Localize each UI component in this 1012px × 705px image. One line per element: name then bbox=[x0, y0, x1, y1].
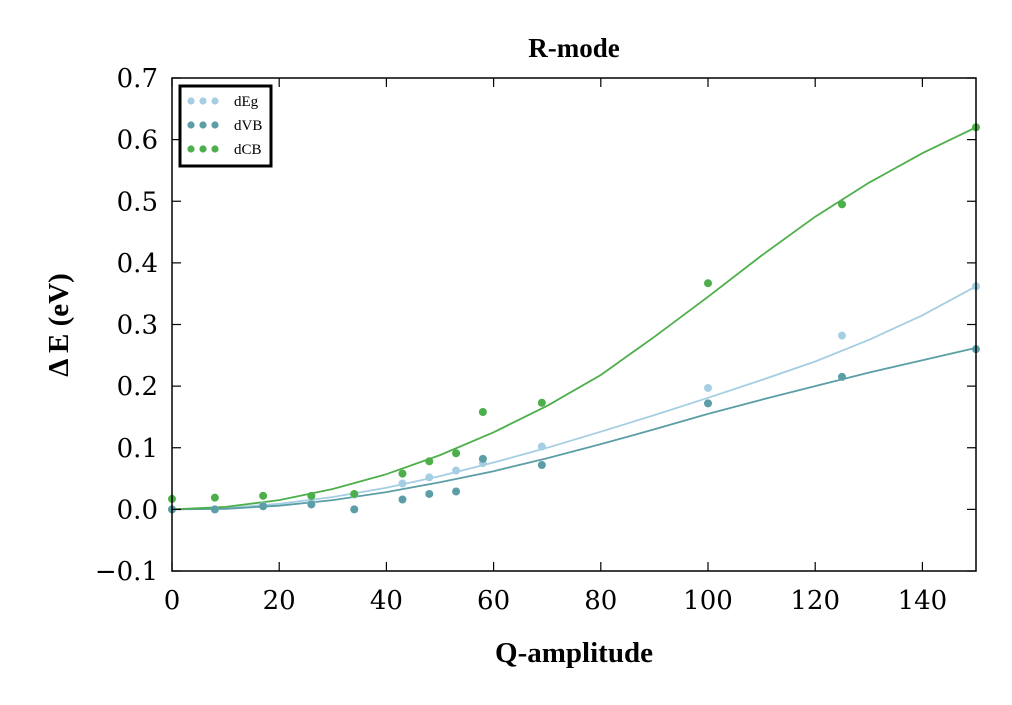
point-dVB bbox=[425, 489, 434, 498]
point-dCB bbox=[452, 449, 461, 458]
legend-box bbox=[178, 84, 273, 168]
data-points bbox=[168, 123, 980, 514]
point-dCB bbox=[350, 489, 359, 498]
point-dCB bbox=[259, 491, 268, 500]
point-dCB bbox=[478, 408, 487, 417]
point-dVB bbox=[452, 487, 461, 496]
point-dEg bbox=[452, 466, 461, 475]
x-tick-label: 20 bbox=[263, 586, 296, 616]
x-tick-label: 140 bbox=[898, 586, 948, 616]
legend-marker-dVB bbox=[211, 121, 219, 129]
point-dVB bbox=[259, 502, 268, 511]
fit-lines bbox=[171, 126, 977, 511]
legend-label-dCB: dCB bbox=[234, 142, 262, 158]
legend: dEg dVB dCB bbox=[178, 84, 273, 168]
x-tick-label: 0 bbox=[164, 586, 181, 616]
legend-marker-dCB bbox=[187, 145, 195, 153]
x-tick-label: 60 bbox=[477, 586, 510, 616]
legend-marker-dEg bbox=[211, 97, 219, 105]
legend-marker-dVB bbox=[187, 121, 195, 129]
point-dEg bbox=[398, 479, 407, 488]
point-dCB bbox=[398, 469, 407, 478]
legend-label-dEg: dEg bbox=[234, 94, 259, 110]
y-tick-label: 0.6 bbox=[117, 126, 158, 156]
legend-marker-dVB bbox=[199, 121, 207, 129]
y-tick-label: 0.7 bbox=[117, 64, 158, 94]
point-dVB bbox=[537, 461, 546, 470]
x-tick-labels: 0 20 40 60 80 100 120 140 bbox=[164, 586, 947, 616]
legend-marker-dEg bbox=[187, 97, 195, 105]
fit-line-dEg bbox=[171, 285, 977, 511]
point-dCB bbox=[704, 279, 712, 288]
y-tick-labels: −0.1 0.0 0.1 0.2 0.3 0.4 0.5 0.6 0.7 bbox=[95, 64, 158, 587]
point-dCB bbox=[838, 200, 846, 209]
legend-marker-dCB bbox=[199, 145, 207, 153]
x-axis-label: Q-amplitude bbox=[495, 637, 653, 669]
fit-line-dVB bbox=[171, 347, 977, 511]
y-tick-label: −0.1 bbox=[95, 557, 158, 587]
legend-label-dVB: dVB bbox=[234, 118, 262, 134]
y-tick-label: 0.0 bbox=[117, 495, 158, 525]
x-tick-label: 120 bbox=[790, 586, 840, 616]
point-dCB bbox=[537, 398, 546, 407]
point-dEg bbox=[425, 473, 434, 482]
point-dCB bbox=[210, 493, 219, 502]
x-tick-label: 40 bbox=[370, 586, 403, 616]
y-tick-label: 0.5 bbox=[117, 187, 158, 217]
point-dEg bbox=[537, 442, 546, 451]
y-axis-label: Δ E (eV) bbox=[43, 273, 75, 377]
y-tick-label: 0.4 bbox=[117, 249, 158, 279]
x-tick-label: 80 bbox=[584, 586, 617, 616]
legend-marker-dCB bbox=[211, 145, 219, 153]
point-dVB bbox=[478, 454, 487, 463]
point-dVB bbox=[838, 372, 846, 381]
point-dVB bbox=[210, 505, 219, 514]
point-dEg bbox=[704, 383, 712, 392]
y-tick-label: 0.3 bbox=[117, 311, 158, 341]
x-tick-label: 100 bbox=[683, 586, 733, 616]
legend-marker-dEg bbox=[199, 97, 207, 105]
point-dEg bbox=[838, 331, 846, 340]
y-tick-label: 0.2 bbox=[117, 372, 158, 402]
point-dVB bbox=[307, 500, 316, 509]
point-dCB bbox=[425, 457, 434, 466]
chart-title: R-mode bbox=[528, 33, 619, 63]
fit-line-dCB bbox=[171, 126, 977, 511]
point-dCB bbox=[307, 491, 316, 500]
point-dVB bbox=[350, 505, 359, 514]
y-tick-label: 0.1 bbox=[117, 434, 158, 464]
point-dVB bbox=[704, 399, 712, 408]
point-dVB bbox=[398, 495, 407, 504]
